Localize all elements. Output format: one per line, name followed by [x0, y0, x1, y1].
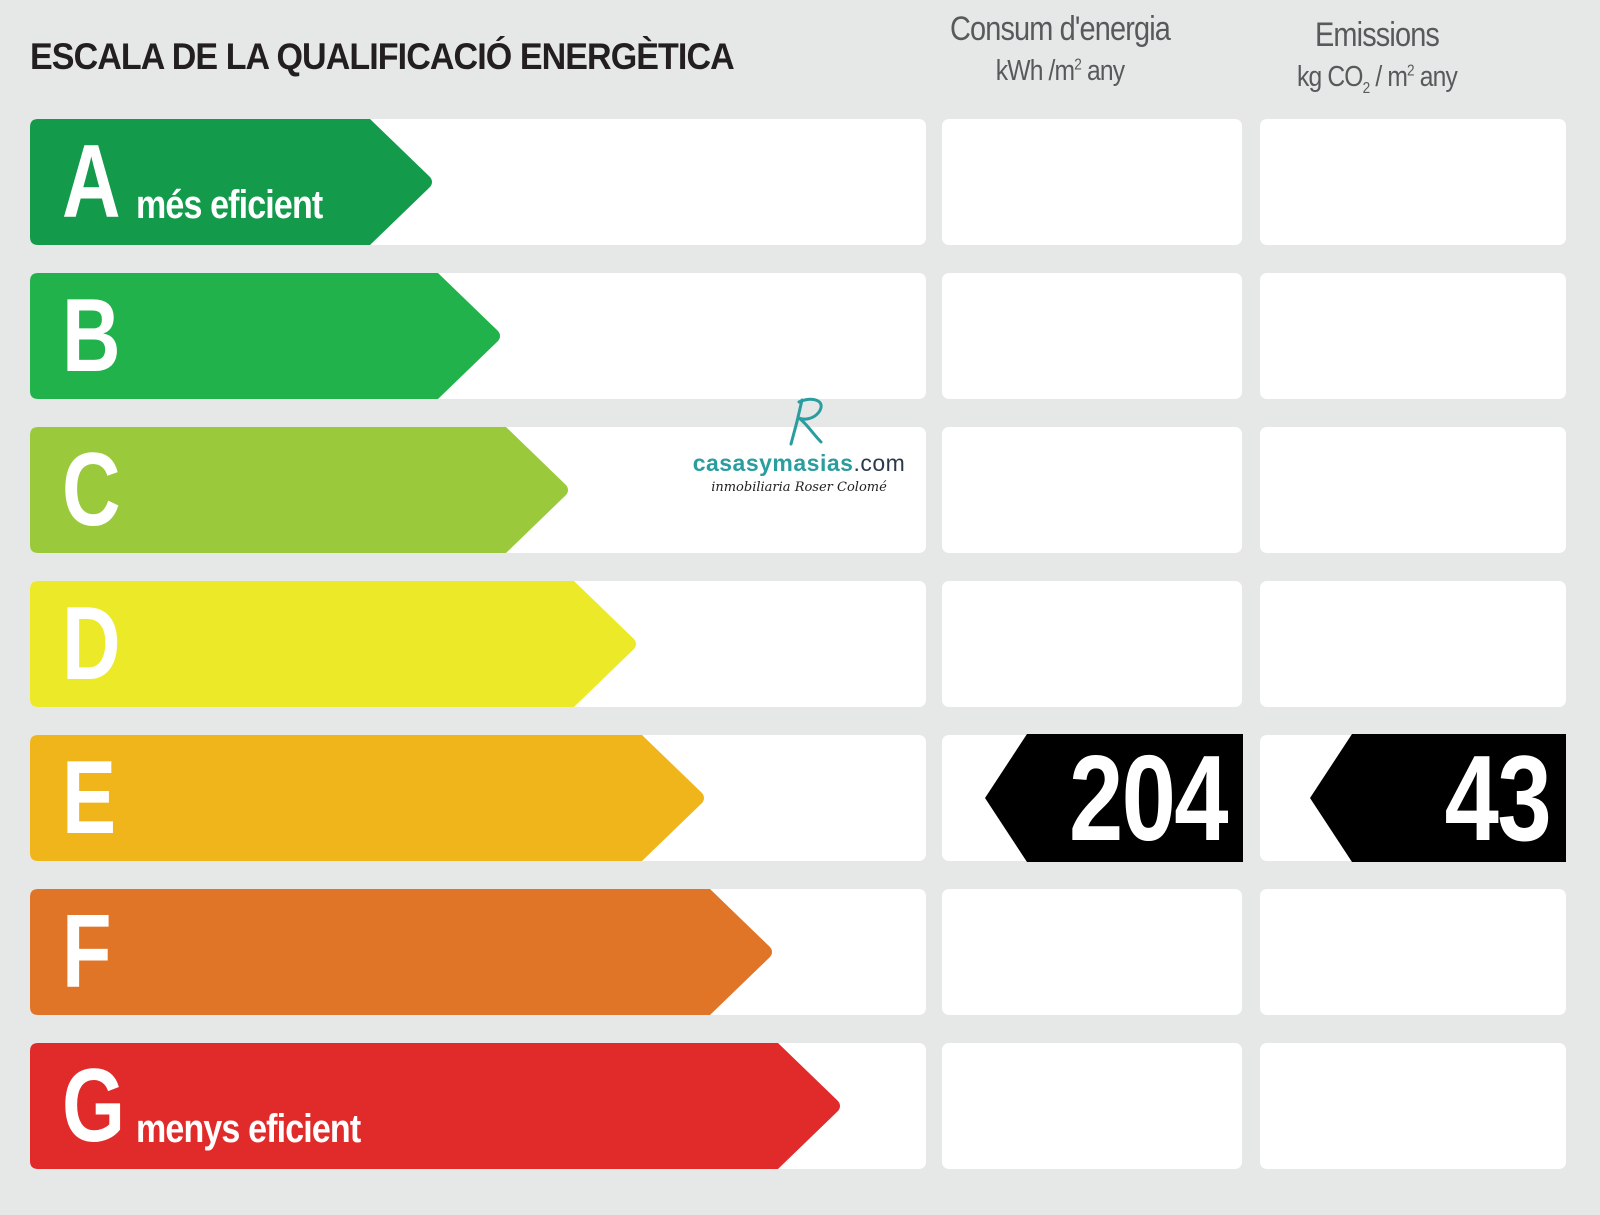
rating-letter: E: [62, 740, 117, 856]
energy-column-unit: kWh /m2 any: [995, 55, 1125, 87]
energy-column-header: Consum d'energia kWh /m2 any: [910, 10, 1210, 88]
emissions-value-cell: [1260, 427, 1566, 553]
watermark-logo: casasymasias.com inmobiliaria Roser Colo…: [684, 392, 914, 512]
rating-letter: C: [62, 432, 121, 548]
rating-arrow-d: D: [30, 581, 638, 707]
emissions-column-unit: kg CO2 / m2 any: [1297, 61, 1458, 97]
energy-value-cell: [942, 119, 1242, 245]
energy-indicator: 204: [985, 734, 1243, 862]
emissions-value-cell: [1260, 119, 1566, 245]
energy-value-cell: [942, 581, 1242, 707]
monogram-r-icon: [789, 397, 823, 446]
emissions-value-cell: [1260, 273, 1566, 399]
rating-arrow-b: B: [30, 273, 502, 399]
emissions-value-cell: [1260, 889, 1566, 1015]
energy-column-title: Consum d'energia: [949, 10, 1171, 48]
rating-arrow-e: E: [30, 735, 706, 861]
watermark-brand: casasymasias.com: [692, 450, 906, 476]
rating-arrow-c: C: [30, 427, 570, 553]
emissions-column-header: Emissions kg CO2 / m2 any: [1232, 16, 1522, 98]
emissions-indicator-value: 43: [1444, 730, 1552, 866]
rating-letter: D: [62, 586, 121, 702]
emissions-value-cell: [1260, 1043, 1566, 1169]
energy-value-cell: [942, 889, 1242, 1015]
emissions-indicator: 43: [1310, 734, 1566, 862]
rating-letter: B: [62, 278, 121, 394]
watermark-tagline: inmobiliaria Roser Colomé: [711, 480, 887, 495]
rating-letter: A: [62, 124, 121, 240]
rating-label: menys eficient: [136, 1107, 361, 1151]
emissions-column-title: Emissions: [1314, 16, 1440, 54]
rating-letter: F: [62, 894, 112, 1010]
energy-value-cell: [942, 427, 1242, 553]
rating-label: més eficient: [136, 183, 323, 227]
emissions-value-cell: [1260, 581, 1566, 707]
page-title: ESCALA DE LA QUALIFICACIÓ ENERGÈTICA: [30, 36, 735, 77]
rating-arrow-f: F: [30, 889, 774, 1015]
energy-value-cell: [942, 273, 1242, 399]
energy-value-cell: [942, 1043, 1242, 1169]
rating-letter: G: [62, 1048, 126, 1164]
energy-indicator-value: 204: [1068, 730, 1229, 866]
